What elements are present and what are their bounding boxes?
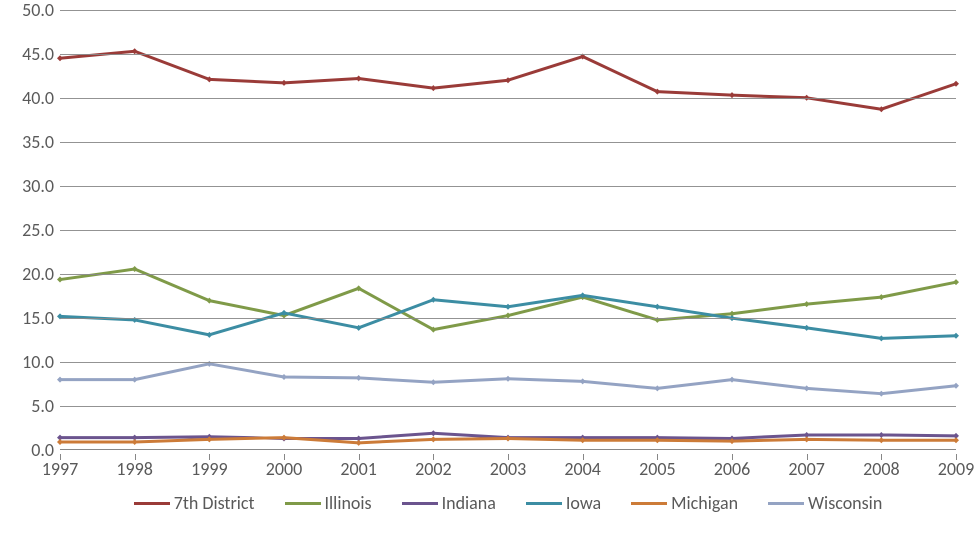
data-marker bbox=[57, 277, 63, 283]
x-tick-label: 2005 bbox=[639, 458, 676, 480]
x-tick-label: 2001 bbox=[340, 458, 377, 480]
x-axis: 1997199819992000200120022003200420052006… bbox=[60, 454, 956, 484]
y-tick-label: 45.0 bbox=[4, 43, 54, 65]
legend-label: Michigan bbox=[671, 492, 738, 514]
data-marker bbox=[281, 80, 287, 86]
x-tick-label: 2003 bbox=[490, 458, 527, 480]
plot-area bbox=[60, 10, 956, 450]
data-marker bbox=[356, 75, 362, 81]
grid-line bbox=[60, 274, 956, 275]
data-marker bbox=[654, 304, 660, 310]
y-tick-label: 35.0 bbox=[4, 131, 54, 153]
data-marker bbox=[953, 437, 959, 443]
data-marker bbox=[57, 377, 63, 383]
legend-item: Illinois bbox=[285, 492, 372, 514]
data-marker bbox=[953, 383, 959, 389]
data-marker bbox=[878, 391, 884, 397]
data-marker bbox=[804, 325, 810, 331]
grid-line bbox=[60, 10, 956, 11]
x-tick-label: 2009 bbox=[938, 458, 975, 480]
x-tick-label: 2006 bbox=[714, 458, 751, 480]
x-tick-label: 2007 bbox=[788, 458, 825, 480]
data-marker bbox=[356, 375, 362, 381]
legend-label: Iowa bbox=[566, 492, 601, 514]
x-tick-label: 2004 bbox=[564, 458, 601, 480]
legend-item: Iowa bbox=[526, 492, 601, 514]
x-tick-label: 1999 bbox=[191, 458, 228, 480]
legend-swatch bbox=[285, 502, 321, 505]
grid-line bbox=[60, 362, 956, 363]
legend-swatch bbox=[134, 502, 170, 505]
data-marker bbox=[953, 279, 959, 285]
data-marker bbox=[132, 377, 138, 383]
legend-item: Wisconsin bbox=[768, 492, 882, 514]
data-marker bbox=[729, 377, 735, 383]
y-tick-label: 20.0 bbox=[4, 263, 54, 285]
data-marker bbox=[356, 440, 362, 446]
legend-item: 7th District bbox=[134, 492, 255, 514]
line-chart: 0.05.010.015.020.025.030.035.040.045.050… bbox=[0, 0, 976, 533]
data-marker bbox=[878, 432, 884, 438]
grid-line bbox=[60, 186, 956, 187]
data-marker bbox=[580, 378, 586, 384]
data-marker bbox=[804, 436, 810, 442]
data-marker bbox=[953, 333, 959, 339]
x-tick-label: 2008 bbox=[863, 458, 900, 480]
data-marker bbox=[430, 430, 436, 436]
y-tick-label: 15.0 bbox=[4, 307, 54, 329]
legend-swatch bbox=[768, 502, 804, 505]
data-marker bbox=[132, 439, 138, 445]
y-tick-label: 10.0 bbox=[4, 351, 54, 373]
legend-label: Indiana bbox=[442, 492, 496, 514]
data-marker bbox=[505, 304, 511, 310]
legend-item: Indiana bbox=[402, 492, 496, 514]
data-marker bbox=[804, 385, 810, 391]
y-tick-label: 30.0 bbox=[4, 175, 54, 197]
data-marker bbox=[57, 439, 63, 445]
legend-label: 7th District bbox=[174, 492, 255, 514]
data-marker bbox=[505, 376, 511, 382]
grid-line bbox=[60, 318, 956, 319]
data-marker bbox=[878, 437, 884, 443]
legend-swatch bbox=[631, 502, 667, 505]
y-tick-label: 25.0 bbox=[4, 219, 54, 241]
x-tick-label: 2002 bbox=[415, 458, 452, 480]
x-tick-label: 1997 bbox=[42, 458, 79, 480]
legend-label: Illinois bbox=[325, 492, 372, 514]
data-marker bbox=[430, 436, 436, 442]
x-tick-label: 2000 bbox=[266, 458, 303, 480]
legend-swatch bbox=[402, 502, 438, 505]
data-marker bbox=[804, 301, 810, 307]
data-marker bbox=[430, 85, 436, 91]
legend-swatch bbox=[526, 502, 562, 505]
legend: 7th District Illinois Indiana Iowa Michigan W… bbox=[60, 492, 956, 514]
series-line bbox=[60, 269, 956, 330]
data-marker bbox=[430, 379, 436, 385]
x-tick-label: 1998 bbox=[116, 458, 153, 480]
data-marker bbox=[654, 385, 660, 391]
y-tick-label: 5.0 bbox=[4, 395, 54, 417]
legend-label: Wisconsin bbox=[808, 492, 882, 514]
grid-line bbox=[60, 406, 956, 407]
grid-line bbox=[60, 98, 956, 99]
data-marker bbox=[878, 335, 884, 341]
y-axis: 0.05.010.015.020.025.030.035.040.045.050… bbox=[0, 10, 54, 450]
grid-line bbox=[60, 142, 956, 143]
legend-item: Michigan bbox=[631, 492, 738, 514]
y-tick-label: 50.0 bbox=[4, 0, 54, 21]
data-marker bbox=[878, 294, 884, 300]
grid-line bbox=[60, 230, 956, 231]
y-tick-label: 40.0 bbox=[4, 87, 54, 109]
grid-line bbox=[60, 54, 956, 55]
data-marker bbox=[281, 374, 287, 380]
data-marker bbox=[57, 55, 63, 61]
